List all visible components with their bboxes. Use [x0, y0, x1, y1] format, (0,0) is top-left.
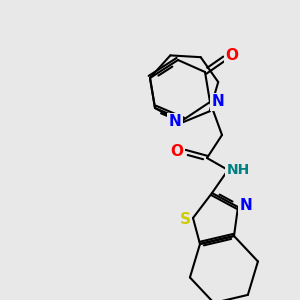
Text: S: S [179, 212, 191, 226]
Text: N: N [169, 115, 182, 130]
Text: N: N [212, 94, 224, 110]
Text: N: N [240, 199, 252, 214]
Text: O: O [226, 47, 238, 62]
Text: NH: NH [226, 163, 250, 177]
Text: O: O [170, 143, 184, 158]
